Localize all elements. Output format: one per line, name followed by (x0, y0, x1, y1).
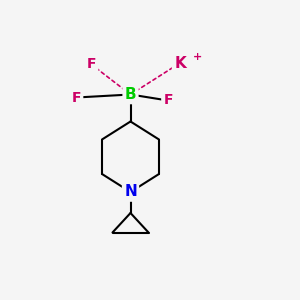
Text: B: B (125, 87, 136, 102)
Text: F: F (72, 91, 81, 104)
Text: +: + (193, 52, 202, 62)
Text: K: K (174, 56, 186, 70)
Text: F: F (163, 94, 173, 107)
Text: F: F (87, 58, 96, 71)
Text: N: N (124, 184, 137, 200)
